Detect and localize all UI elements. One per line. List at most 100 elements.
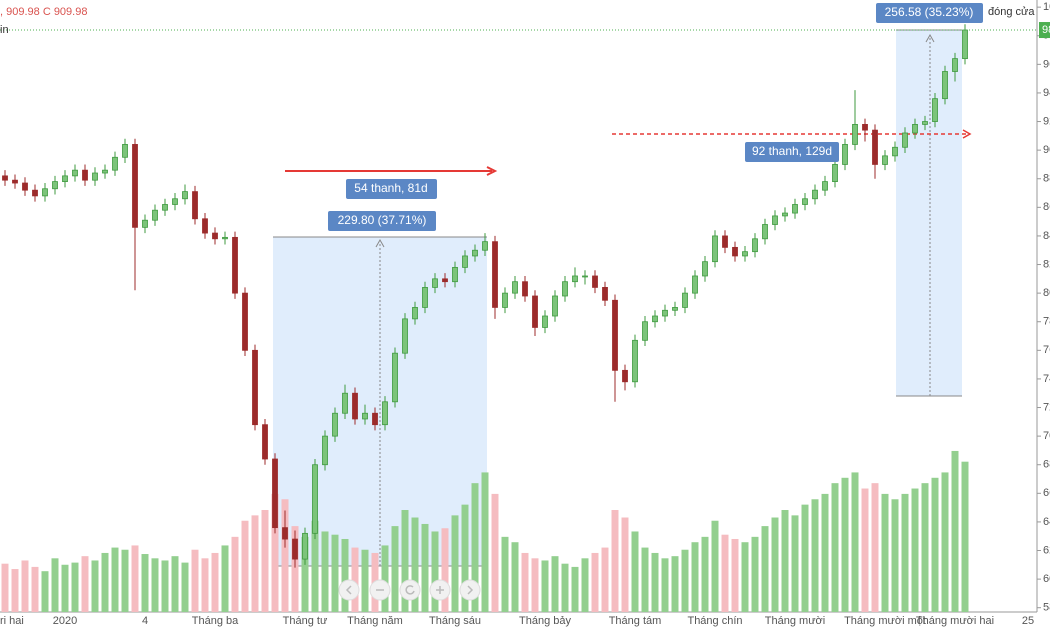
candle-body	[82, 169, 88, 181]
candle-body	[792, 204, 798, 214]
candle-body	[842, 144, 848, 165]
y-tick-label: 600	[1043, 573, 1050, 585]
volume-bar	[411, 517, 419, 612]
volume-bar	[381, 545, 389, 612]
nav-button[interactable]	[338, 579, 360, 601]
volume-bar	[471, 483, 479, 612]
volume-bar	[671, 556, 679, 612]
x-tick-label: 2020	[53, 615, 77, 627]
candle-body	[922, 121, 928, 125]
candle-body	[12, 179, 18, 184]
volume-bar	[291, 526, 299, 612]
candle-body	[132, 144, 138, 228]
candle-body	[122, 144, 128, 158]
candle-body	[812, 189, 818, 200]
close-caption: đóng cửa	[988, 6, 1035, 18]
annotation-box	[328, 211, 436, 231]
volume-bar	[861, 488, 869, 612]
nav-icon	[345, 585, 352, 595]
volume-bar	[521, 552, 529, 612]
volume-bar	[431, 531, 439, 612]
candle-body	[702, 261, 708, 277]
volume-bar	[771, 517, 779, 612]
candle-body	[142, 219, 148, 228]
candle-body	[42, 188, 48, 197]
nav-button[interactable]	[399, 579, 421, 601]
last-close-label: 984	[1042, 24, 1050, 36]
y-tick-label: 960	[1043, 58, 1050, 70]
candle-body	[22, 182, 28, 191]
candle-body	[72, 169, 78, 177]
annotation-box	[876, 3, 983, 23]
candle-body	[402, 318, 408, 354]
volume-bar	[81, 556, 89, 612]
nav-button[interactable]	[459, 579, 481, 601]
candle-body	[152, 209, 158, 221]
candle-body	[832, 164, 838, 182]
volume-bar	[481, 472, 489, 612]
volume-bar	[551, 556, 559, 612]
candle-body	[892, 146, 898, 157]
y-tick-label: 660	[1043, 487, 1050, 499]
candle-body	[482, 241, 488, 251]
candle-body	[32, 189, 38, 197]
volume-bar	[341, 538, 349, 612]
candle-body	[592, 275, 598, 288]
candle-body	[282, 527, 288, 540]
candle-body	[862, 124, 868, 131]
volume-bar	[811, 499, 819, 612]
candle-body	[942, 71, 948, 100]
volume-bar	[321, 531, 329, 612]
volume-bar	[221, 545, 229, 612]
volume-bar	[251, 515, 259, 612]
candle-body	[932, 98, 938, 122]
candle-body	[662, 309, 668, 317]
candle-body	[722, 235, 728, 248]
header-values: , 909.98 C 909.98	[0, 6, 87, 18]
candle-body	[442, 278, 448, 283]
range-arrow-head	[962, 129, 972, 139]
y-tick-label: 880	[1043, 173, 1050, 185]
y-tick-label: 1000	[1043, 1, 1050, 13]
x-tick-label: Tháng tư	[283, 615, 328, 627]
candle-body	[652, 315, 658, 323]
volume-bar	[301, 536, 309, 612]
nav-buttons	[338, 579, 481, 601]
y-tick-label: 920	[1043, 115, 1050, 127]
candle-body	[352, 392, 358, 420]
volume-bar	[71, 562, 79, 612]
candle-body	[912, 124, 918, 134]
annotation-box	[346, 179, 437, 199]
y-tick-label: 820	[1043, 258, 1050, 270]
x-tick-label: Tháng mười một	[844, 615, 926, 627]
volume-bar	[21, 560, 29, 612]
candle-body	[642, 321, 648, 341]
candle-body	[202, 218, 208, 234]
header-sub: in	[0, 24, 9, 36]
x-tick-label: Tháng năm	[347, 615, 403, 627]
candle-body	[382, 401, 388, 426]
candle-body	[762, 224, 768, 240]
x-tick-label: Tháng mười	[765, 615, 825, 627]
candle-body	[52, 181, 58, 190]
volume-bar	[391, 526, 399, 612]
candle-body	[562, 281, 568, 297]
volume-bar	[201, 558, 209, 612]
candle-body	[622, 369, 628, 383]
volume-bar	[821, 493, 829, 612]
y-tick-label: 780	[1043, 316, 1050, 328]
candle-body	[502, 292, 508, 308]
volume-bar	[101, 552, 109, 612]
x-tick-label: Tháng ba	[192, 615, 239, 627]
candle-body	[772, 215, 778, 225]
volume-bar	[151, 558, 159, 612]
candle-body	[682, 292, 688, 308]
volume-bar	[631, 531, 639, 612]
volume-bar	[791, 515, 799, 612]
candle-body	[872, 129, 878, 165]
candle-body	[552, 295, 558, 317]
range-arrow-head	[486, 166, 498, 176]
volume-bar	[581, 558, 589, 612]
